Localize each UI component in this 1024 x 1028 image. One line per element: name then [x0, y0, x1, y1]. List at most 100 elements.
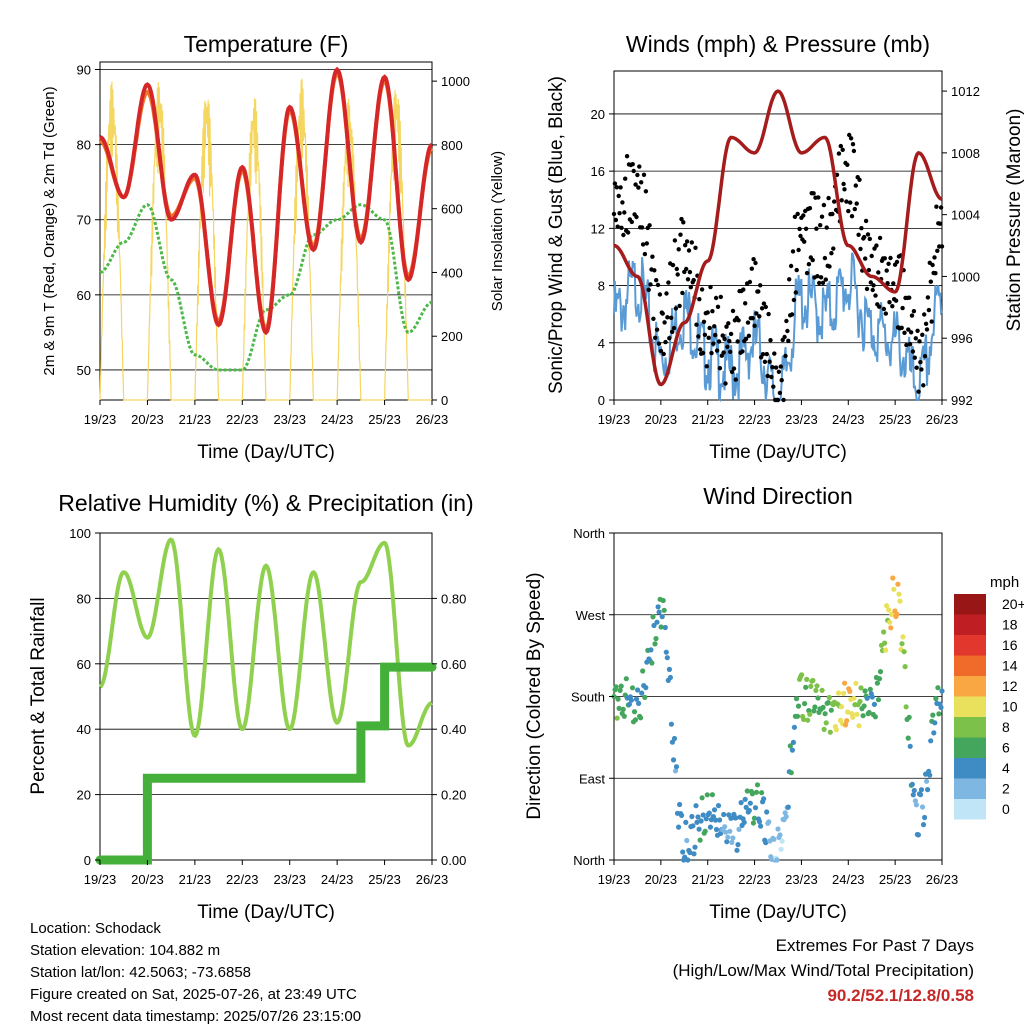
wind-direction-point	[795, 703, 802, 709]
gust-point	[702, 332, 708, 337]
gust-point	[664, 291, 669, 296]
gust-point	[863, 256, 868, 261]
wind-direction-point	[931, 730, 937, 736]
gust-point	[710, 309, 715, 314]
x-tick-label: 25/23	[879, 872, 912, 887]
gust-point	[840, 147, 845, 152]
humidity-right-ticks: 0.00 0.20 0.40 0.60 0.80	[432, 591, 466, 868]
wind-direction-point	[696, 826, 702, 832]
wind-direction-point	[811, 708, 817, 714]
gust-point	[868, 280, 873, 285]
wind-direction-point	[687, 849, 693, 856]
wind-direction-point	[861, 703, 867, 709]
wind-direction-point	[886, 607, 892, 613]
wind-direction-point	[900, 634, 906, 640]
gust-point	[798, 233, 803, 239]
gust-point	[929, 319, 934, 324]
gust-point	[791, 297, 797, 303]
wind-direction-point	[671, 735, 678, 742]
gust-point	[631, 168, 636, 174]
wind-direction-point	[884, 603, 890, 609]
wind-direction-point	[738, 800, 744, 806]
gust-point	[796, 247, 801, 253]
gust-point	[870, 287, 875, 293]
gust-point	[890, 304, 895, 309]
x-tick-label: 21/23	[691, 412, 724, 427]
winds-gridlines	[614, 113, 942, 344]
x-tick-label: 24/23	[321, 412, 354, 427]
gust-point	[852, 206, 857, 212]
wind-direction-point	[794, 713, 801, 719]
gust-point	[657, 292, 663, 297]
wind-direction-point	[694, 819, 700, 825]
gust-point	[671, 325, 677, 331]
figure-created: Figure created on Sat, 2025-07-26, at 23…	[30, 986, 357, 1003]
gust-point	[639, 180, 644, 185]
wind-direction-point	[735, 842, 741, 848]
wind-direction-point	[883, 647, 889, 653]
wind-direction-point	[636, 700, 642, 707]
wind-direction-point	[866, 709, 872, 716]
wind-direction-point	[860, 713, 866, 719]
gust-point	[899, 325, 904, 330]
gust-point	[648, 282, 653, 287]
wind-direction-point	[881, 629, 887, 635]
gust-point	[688, 285, 693, 290]
x-tick-label: 23/23	[785, 872, 818, 887]
gust-point	[815, 274, 820, 279]
gust-point	[778, 364, 783, 369]
gust-point	[893, 298, 899, 303]
gust-point	[693, 245, 698, 250]
gust-point	[670, 262, 676, 268]
y-right-tick-label: 0.40	[441, 722, 466, 737]
gust-point	[823, 277, 828, 282]
wind-direction-point	[808, 683, 814, 690]
gust-point	[935, 248, 940, 253]
wind-direction-point	[891, 586, 897, 592]
y-right-tick-label: 1004	[951, 208, 980, 223]
wind-direction-point	[899, 641, 905, 647]
x-tick-label: 26/23	[416, 872, 449, 887]
wind-direction-point	[741, 819, 747, 826]
gust-point	[934, 204, 939, 209]
y-tick-label: 8	[598, 279, 605, 294]
gust-point	[700, 350, 706, 356]
relative-humidity-line	[99, 537, 433, 748]
x-tick-label: 23/23	[273, 412, 306, 427]
y-tick-label: North	[573, 853, 605, 868]
wind-direction-point	[821, 726, 827, 733]
y-tick-label: West	[576, 608, 606, 623]
extremes-subtitle: (High/Low/Max Wind/Total Precipitation)	[672, 961, 974, 980]
wind-direction-point	[736, 826, 742, 833]
y-right-tick-label: 0.00	[441, 853, 466, 868]
gust-point	[848, 200, 853, 205]
gust-point	[614, 185, 619, 190]
gust-point	[851, 148, 857, 154]
x-tick-label: 22/23	[226, 872, 259, 887]
wind-direction-point	[709, 792, 716, 798]
wind-direction-point	[663, 649, 669, 655]
wind-direction-point	[805, 717, 811, 723]
wind-direction-point	[614, 715, 620, 721]
gust-point	[829, 251, 834, 256]
gust-point	[912, 355, 917, 360]
wind-direction-point	[702, 828, 708, 834]
gust-point	[697, 297, 702, 302]
gust-point	[888, 255, 893, 261]
x-tick-label: 24/23	[832, 412, 865, 427]
wind-direction-point	[758, 823, 764, 829]
wind-direction-point	[753, 789, 760, 795]
wind-direction-point	[882, 640, 888, 646]
station-info: Location: Schodack Station elevation: 10…	[30, 918, 361, 1028]
legend-label: 12	[1002, 678, 1018, 694]
legend-swatch	[954, 655, 986, 676]
gust-point	[650, 254, 655, 259]
wind-direction-point	[638, 715, 644, 721]
gust-point	[741, 287, 746, 292]
y-tick-label: 20	[77, 788, 91, 803]
gust-point	[775, 397, 781, 403]
gust-point	[937, 221, 943, 226]
wind-direction-point	[841, 690, 847, 697]
wind-direction-point	[684, 837, 690, 844]
gust-point	[689, 240, 694, 245]
